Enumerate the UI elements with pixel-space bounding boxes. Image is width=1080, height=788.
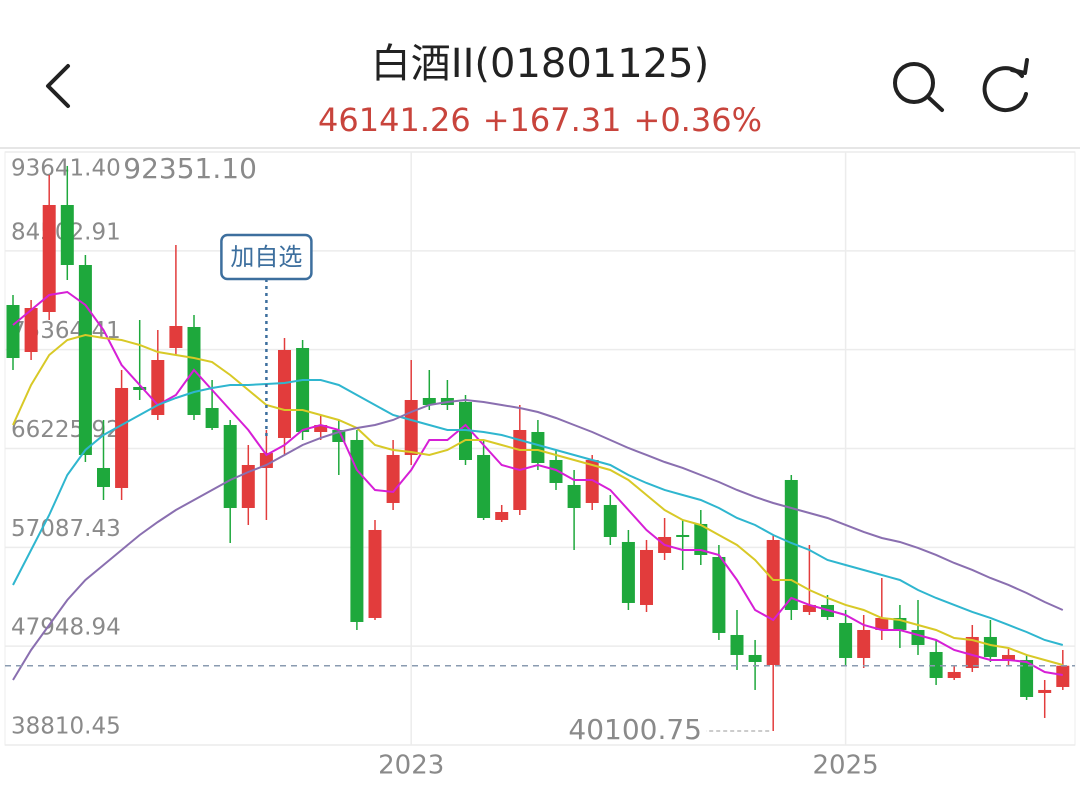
candle-body [784,479,798,610]
y-tick-label: 38810.45 [11,714,121,740]
candle-body [839,622,853,658]
candle-body [730,634,744,655]
candle-body [1002,654,1015,660]
moving-average-line [12,378,1064,646]
candle-body [350,439,364,622]
candle-body [278,349,291,438]
candle-body [585,459,599,503]
candle-body [205,407,219,428]
refresh-button[interactable] [982,58,1029,113]
candle-body [965,636,979,668]
max-label: 92351.10 [123,152,257,185]
candle-body [875,617,889,630]
price: 46141.26 [318,101,471,139]
candle-body [621,541,635,603]
y-tick-label: 66225.92 [11,417,121,443]
refresh-icon [982,66,1028,113]
button-label: 加自选 [230,243,302,271]
candle-body [78,265,92,455]
change: +167.31 [483,101,622,139]
candle-body [1020,659,1034,697]
x-tick-label: 2025 [813,751,879,781]
candle-body [241,464,255,508]
candle-body [133,386,147,390]
candle-body [6,304,20,358]
candle-body [929,651,943,678]
watchlist-button[interactable]: 加自选 [220,233,313,281]
y-tick-label: 47948.94 [11,615,121,641]
candle-body [495,511,509,520]
candle-body [296,347,310,432]
candle-body [712,556,726,633]
candle-body [422,397,436,405]
min-label: 40100.75 [568,713,702,746]
candle-body [24,308,38,352]
plot: 38810.4547948.9457087.4366225.9275364.41… [5,151,1075,781]
candle-body [857,629,871,658]
search-icon [893,62,935,104]
candle-body [766,539,780,665]
candle-body [531,431,545,463]
candle-body [567,484,581,508]
candle-body [169,325,183,348]
candle-body [983,636,997,657]
candle-body [1056,665,1070,687]
candle-body [748,654,762,662]
candle-body [911,629,925,645]
candle-body [694,523,708,555]
candle-body [676,534,690,537]
candle-body [549,459,563,483]
candle-body [640,549,653,605]
candle-body [332,429,346,442]
candle-body [477,454,491,518]
candle-body [60,204,74,266]
moving-average-line [12,290,1063,676]
candle-body [115,387,129,488]
button-box [220,233,313,281]
candle-body [603,504,617,537]
change-pct: +0.36% [634,101,762,139]
title: 白酒II(01801125) [371,41,709,87]
moving-average-line [12,398,1064,681]
candle-body [97,467,110,487]
moving-average-line [12,333,1064,666]
candle-body [404,399,418,455]
back-button[interactable] [46,64,70,108]
candle-body [368,529,382,618]
x-tick-label: 2023 [378,751,444,781]
candle-body [1038,689,1052,693]
candle-body [42,204,56,313]
candle-body [802,604,816,612]
y-tick-label: 93641.40 [11,156,121,182]
candle-body [386,454,400,503]
candle-body [223,424,237,508]
candle-body [314,424,328,432]
candle-body [947,671,961,678]
y-tick-label: 57087.43 [11,516,121,542]
quote: 46141.26 +167.31 +0.36% [318,101,762,139]
refresh-icon [1010,58,1029,75]
search-button[interactable] [893,62,944,112]
search-icon [926,95,944,112]
